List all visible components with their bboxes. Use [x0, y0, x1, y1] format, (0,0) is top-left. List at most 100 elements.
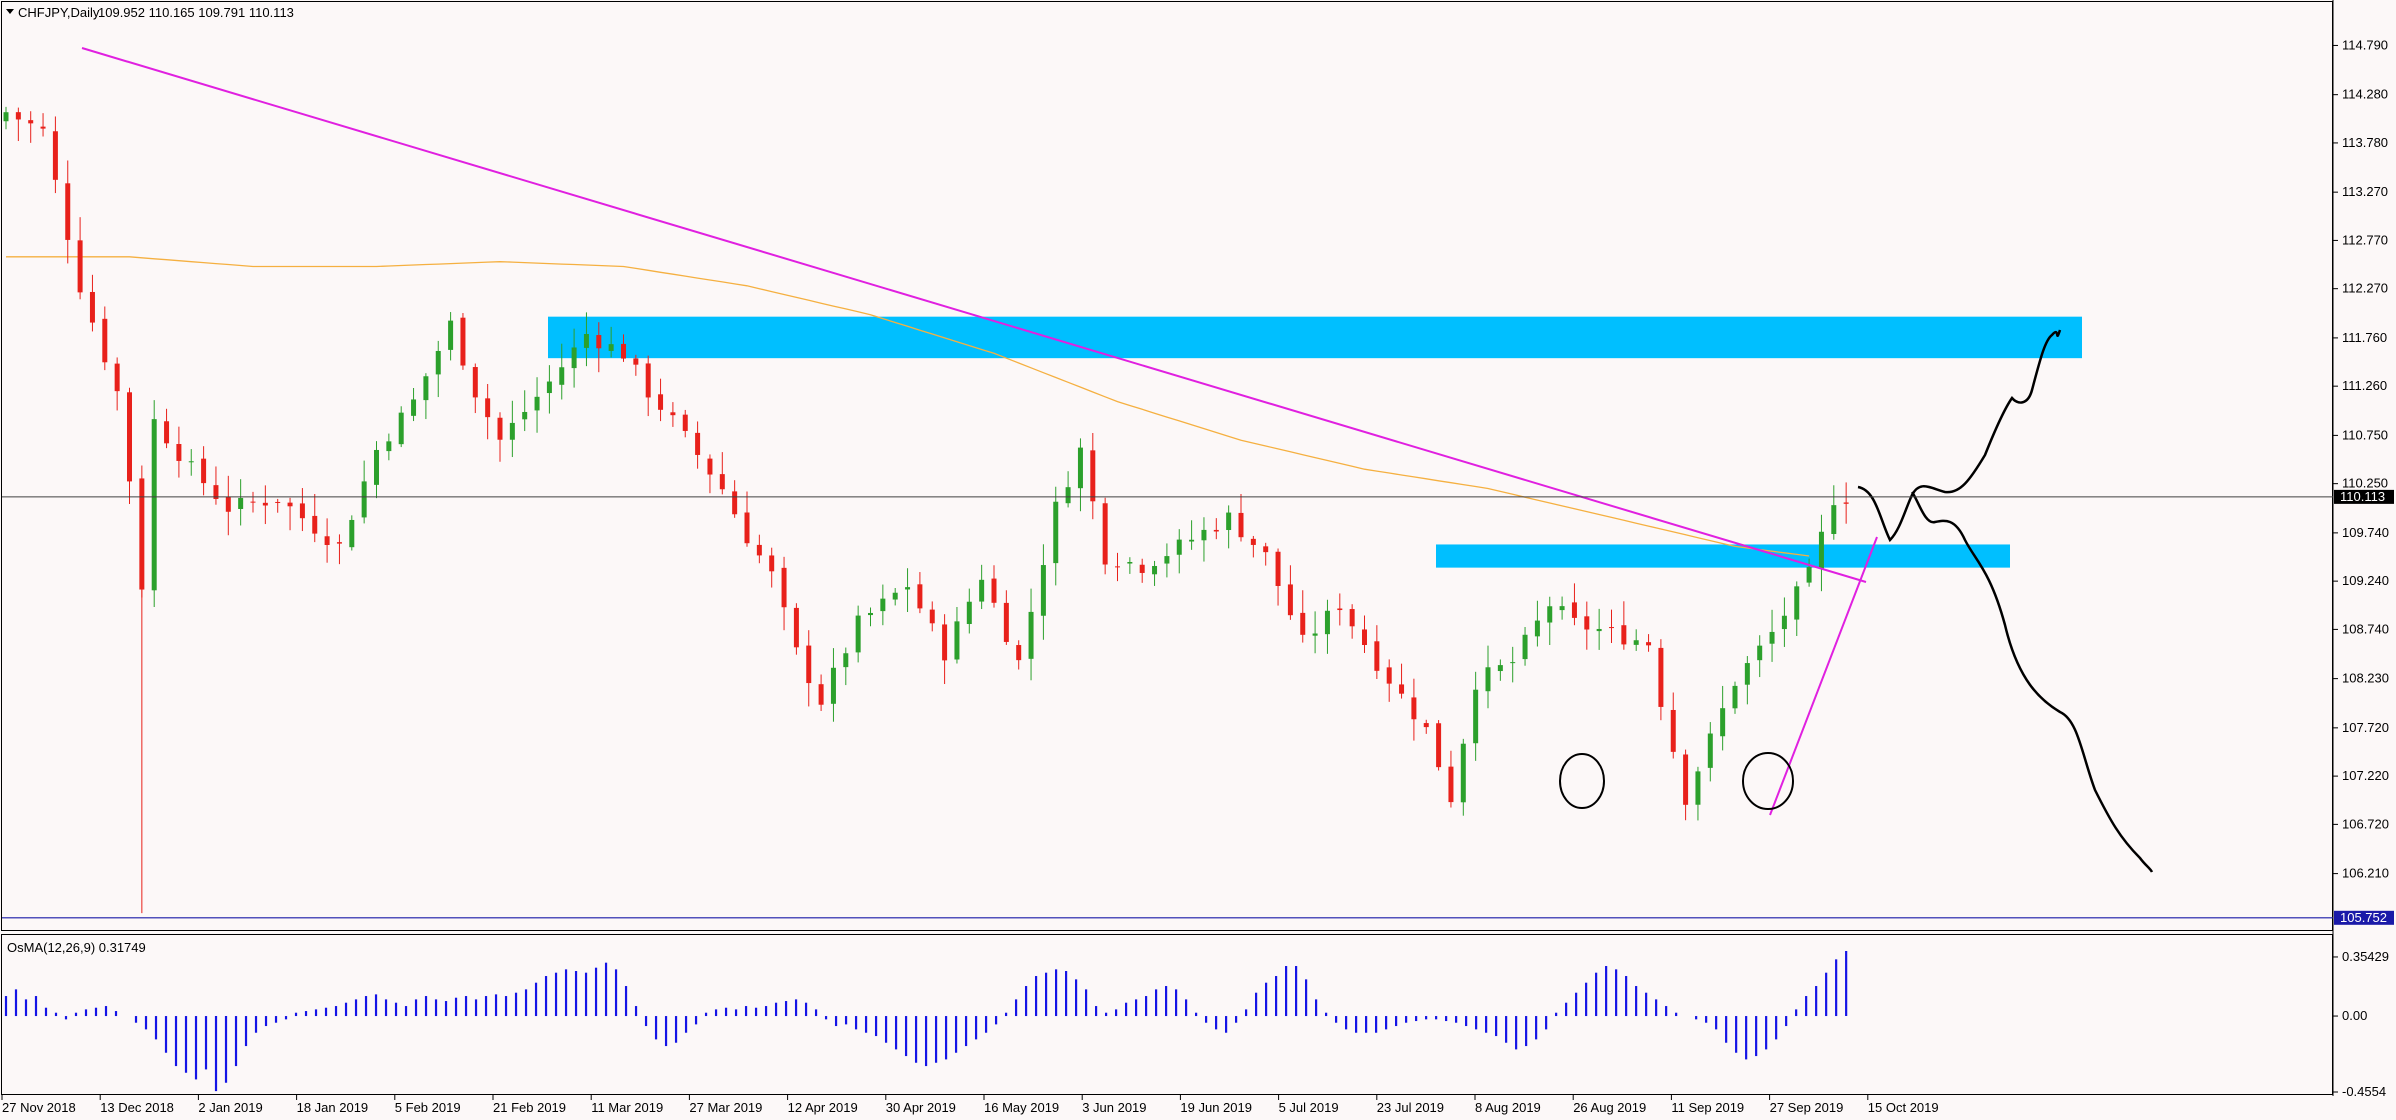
support-price-tag: [2334, 910, 2394, 925]
y-tick-label: 109.740: [2342, 525, 2389, 540]
candle-body: [1324, 610, 1330, 635]
candle-body: [1584, 616, 1590, 630]
candle-body: [583, 334, 589, 348]
candle-body: [1077, 447, 1083, 489]
candle-body: [65, 183, 71, 240]
y-tick-label: 107.220: [2342, 768, 2389, 783]
candle-body: [102, 318, 108, 363]
candle-body: [1090, 450, 1096, 502]
candle-body: [374, 449, 379, 485]
y-tick-label: 111.760: [2342, 330, 2387, 345]
candle-body: [1831, 505, 1837, 534]
candle-body: [89, 291, 95, 323]
candle-body: [1152, 565, 1158, 575]
indicator-label: OsMA(12,26,9) 0.31749: [7, 940, 146, 955]
y-tick-label: 106.210: [2342, 866, 2389, 881]
candle-body: [1744, 663, 1750, 685]
candle-body: [1757, 645, 1763, 661]
candle-body: [756, 544, 762, 556]
candle-body: [1670, 709, 1676, 752]
x-tick-label: 30 Apr 2019: [886, 1100, 956, 1115]
candle-body: [1250, 538, 1256, 545]
candle-body: [336, 542, 342, 544]
candle-body: [534, 396, 540, 411]
uptrend-line: [1769, 536, 1878, 816]
candle-body: [670, 412, 676, 416]
candle-body: [1658, 647, 1664, 707]
candle-body: [361, 481, 367, 518]
candle-body: [979, 579, 985, 602]
candle-body: [1522, 634, 1528, 660]
candle-body: [658, 394, 664, 410]
candle-body: [213, 485, 219, 500]
candle-body: [250, 501, 256, 503]
x-tick-label: 27 Sep 2019: [1770, 1100, 1844, 1115]
candle-body: [769, 555, 775, 572]
candle-body: [1781, 615, 1787, 630]
x-tick-label: 5 Feb 2019: [395, 1100, 461, 1115]
candle-body: [1510, 662, 1516, 664]
candle-body: [1633, 640, 1639, 645]
moving-average-line: [6, 256, 1810, 557]
y-tick-label: 110.750: [2342, 427, 2388, 442]
candle-body: [1164, 556, 1170, 564]
candle-body: [633, 358, 639, 365]
candle-body: [1065, 487, 1071, 504]
candle-body: [1423, 723, 1429, 728]
candle-body: [188, 461, 194, 463]
candle-body: [781, 567, 787, 608]
candle-body: [1596, 628, 1602, 632]
y-tick-label: 113.780: [2342, 135, 2388, 150]
header-ohlc: 109.952 110.165 109.791 110.113: [98, 5, 294, 20]
candle-body: [1003, 602, 1009, 642]
downtrend-line: [81, 47, 1867, 583]
candle-body: [645, 363, 651, 398]
candle-body: [1028, 611, 1034, 659]
y-tick-label: 109.240: [2342, 573, 2389, 588]
candle-body: [1571, 602, 1577, 618]
candle-body: [349, 519, 355, 548]
y-tick-label: 111.260: [2342, 378, 2387, 393]
header-dropdown-icon[interactable]: [6, 9, 14, 14]
candle-body: [435, 350, 441, 375]
candle-body: [571, 347, 577, 369]
candle-body: [1843, 502, 1849, 504]
candle-body: [411, 399, 417, 416]
candle-body: [164, 421, 170, 444]
candle-body: [1127, 561, 1133, 564]
candle-body: [1263, 546, 1269, 553]
candle-body: [1016, 645, 1022, 661]
double-bottom-circle-1: [1559, 753, 1605, 809]
x-tick-label: 18 Jan 2019: [297, 1100, 369, 1115]
candle-body: [843, 653, 849, 668]
candle-body: [892, 592, 898, 600]
bullish-scenario-path: [1857, 329, 2062, 543]
candle-body: [1485, 667, 1491, 692]
candle-body: [1238, 512, 1244, 538]
candle-body: [905, 587, 911, 590]
candle-body: [275, 501, 281, 503]
candle-body: [1226, 512, 1232, 531]
y-tick-label: 113.270: [2342, 184, 2388, 199]
x-tick-label: 23 Jul 2019: [1377, 1100, 1444, 1115]
candle-body: [1547, 606, 1553, 623]
candle-body: [1806, 567, 1812, 583]
candle-body: [225, 496, 231, 512]
candle-body: [744, 512, 750, 544]
candle-body: [682, 414, 688, 431]
candle-body: [1275, 551, 1281, 586]
candle-body: [423, 376, 429, 401]
x-tick-label: 13 Dec 2018: [100, 1100, 174, 1115]
candle-body: [732, 491, 738, 515]
resistance-zone: [548, 316, 2082, 359]
y-tick-label: 107.720: [2342, 720, 2389, 735]
y-tick-label: 112.270: [2342, 281, 2388, 296]
osma-tick-label: 0.35429: [2342, 949, 2389, 964]
current-price-tag: [2334, 489, 2394, 504]
y-tick-label: 114.280: [2342, 87, 2388, 102]
candle-body: [1683, 754, 1689, 805]
candle-body: [312, 515, 318, 534]
candle-body: [1053, 501, 1059, 564]
